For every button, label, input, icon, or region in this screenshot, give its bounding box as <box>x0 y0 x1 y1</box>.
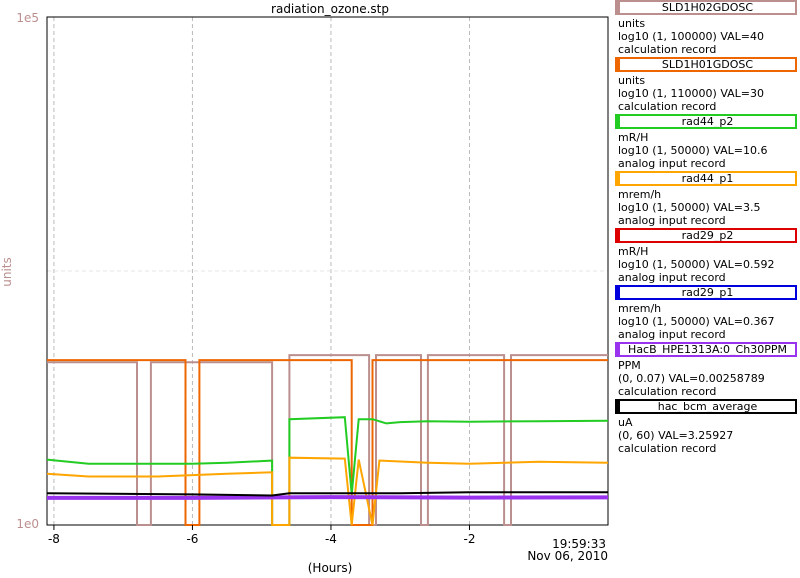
y-max-label: 1e5 <box>16 11 39 25</box>
legend-range: (0, 60) VAL=3.25927 <box>618 429 734 442</box>
chart-title: radiation_ozone.stp <box>271 2 389 16</box>
legend-units: mR/H <box>618 131 649 144</box>
y-axis-label: units <box>0 257 14 287</box>
series-layer <box>46 354 609 526</box>
legend-series-name[interactable]: hac_bcm_average <box>615 399 797 414</box>
legend-units: units <box>618 17 646 30</box>
legend-type: calculation record <box>618 100 717 113</box>
legend-series-name[interactable]: SLD1H02GDOSC <box>615 0 797 15</box>
legend-units: mrem/h <box>618 302 662 315</box>
legend-units: uA <box>618 416 633 429</box>
x-tick-label: -4 <box>325 532 337 546</box>
legend-type: analog input record <box>618 214 726 227</box>
legend-series-name[interactable]: rad44_p2 <box>615 114 797 129</box>
x-tick-label: -6 <box>186 532 198 546</box>
y-min-label: 1e0 <box>16 517 39 531</box>
legend-range: log10 (1, 50000) VAL=0.367 <box>618 315 775 328</box>
end-time-label: 19:59:33 <box>552 537 606 551</box>
legend-type: calculation record <box>618 385 717 398</box>
series-line-7 <box>46 491 608 497</box>
legend-range: log10 (1, 50000) VAL=0.592 <box>618 258 775 271</box>
series-line-1 <box>47 359 608 526</box>
x-tick-label: -2 <box>463 532 475 546</box>
x-tick-label: -8 <box>48 532 60 546</box>
legend-series-name[interactable]: rad29_p1 <box>615 285 797 300</box>
legend-units: mrem/h <box>618 188 662 201</box>
legend-range: log10 (1, 50000) VAL=3.5 <box>618 201 761 214</box>
legend-units: units <box>618 74 646 87</box>
grid <box>47 17 608 525</box>
series-line-6 <box>47 495 609 500</box>
series-line-3 <box>46 456 609 526</box>
legend-units: mR/H <box>618 245 649 258</box>
x-ticks: -8 -6 -4 -2 <box>48 525 475 546</box>
end-date-label: Nov 06, 2010 <box>527 549 608 563</box>
series-line-2 <box>46 416 609 526</box>
legend-range: log10 (1, 50000) VAL=10.6 <box>618 144 768 157</box>
legend-type: analog input record <box>618 271 726 284</box>
legend-units: PPM <box>618 359 641 372</box>
legend-range: (0, 0.07) VAL=0.00258789 <box>618 372 765 385</box>
x-axis-label: (Hours) <box>308 561 353 575</box>
legend-series-name[interactable]: rad44_p1 <box>615 171 797 186</box>
legend-series-name[interactable]: SLD1H01GDOSC <box>615 57 797 72</box>
legend-range: log10 (1, 110000) VAL=30 <box>618 87 765 100</box>
legend-type: calculation record <box>618 43 717 56</box>
legend-type: analog input record <box>618 157 726 170</box>
legend-type: calculation record <box>618 442 717 455</box>
legend-type: analog input record <box>618 328 726 341</box>
legend-range: log10 (1, 100000) VAL=40 <box>618 30 765 43</box>
plot-frame <box>46 16 609 526</box>
legend-series-name[interactable]: rad29_p2 <box>615 228 797 243</box>
legend-series-name[interactable]: HacB_HPE1313A:0_Ch30PPM <box>615 342 797 357</box>
